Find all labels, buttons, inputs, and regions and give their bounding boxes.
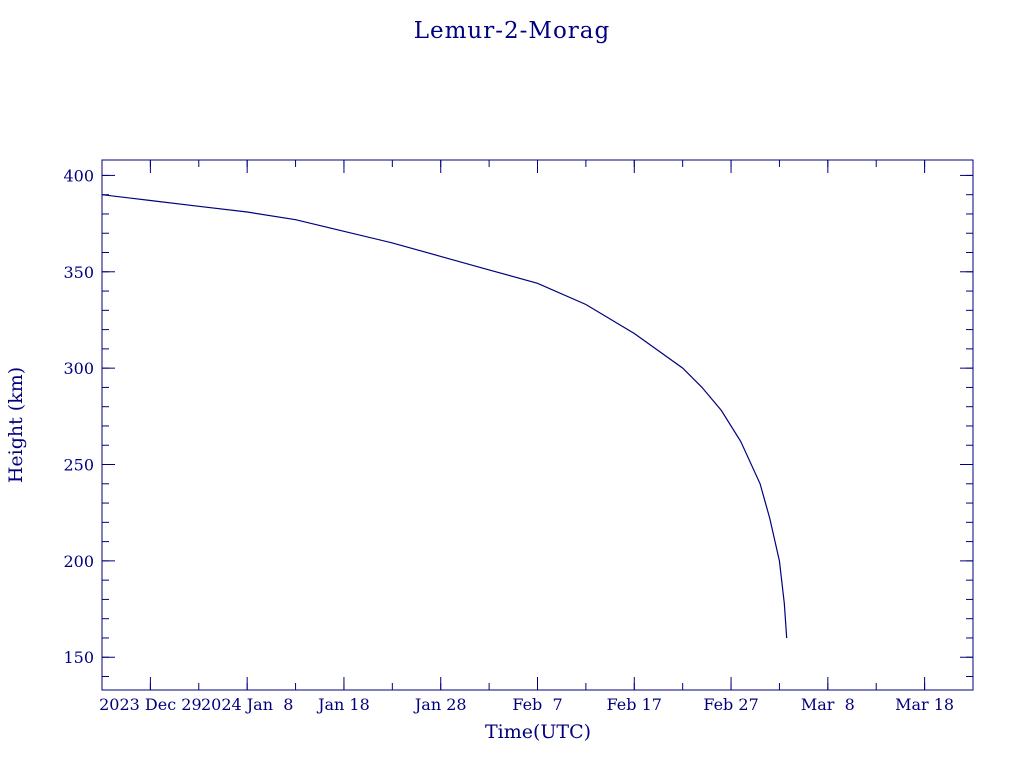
- x-tick-labels: 2023 Dec 29 2024 Jan 8 Jan 18 Jan 28 Feb 7 Fe…: [99, 695, 954, 714]
- x-tick-label: Mar 8: [801, 695, 855, 714]
- y-tick-label: 200: [63, 552, 94, 571]
- x-tick-label: 2023 Dec 29: [99, 695, 202, 714]
- y-tick-label: 350: [63, 263, 94, 282]
- y-axis-label: Height (km): [5, 367, 27, 483]
- x-tick-label: Mar 18: [895, 695, 954, 714]
- y-tick-label: 250: [63, 456, 94, 475]
- x-tick-label: Jan 28: [413, 695, 467, 714]
- x-tick-label: Feb 27: [703, 695, 758, 714]
- x-tick-label: Feb 7: [512, 695, 562, 714]
- y-tick-label: 300: [63, 359, 94, 378]
- x-tick-label: 2024 Jan 8: [201, 695, 293, 714]
- y-tick-label: 400: [63, 166, 94, 185]
- y-tick-label: 150: [63, 648, 94, 667]
- series-line: [101, 194, 788, 639]
- chart-title: Lemur-2-Morag: [414, 18, 611, 44]
- minor-ticks: [101, 160, 974, 690]
- major-ticks: [102, 160, 973, 690]
- x-tick-label: Jan 18: [316, 695, 370, 714]
- y-tick-labels: 150 200 250 300 350 400: [63, 166, 94, 667]
- x-tick-label: Feb 17: [607, 695, 662, 714]
- plot-frame: [101, 159, 974, 691]
- x-axis-label: Time(UTC): [485, 721, 591, 743]
